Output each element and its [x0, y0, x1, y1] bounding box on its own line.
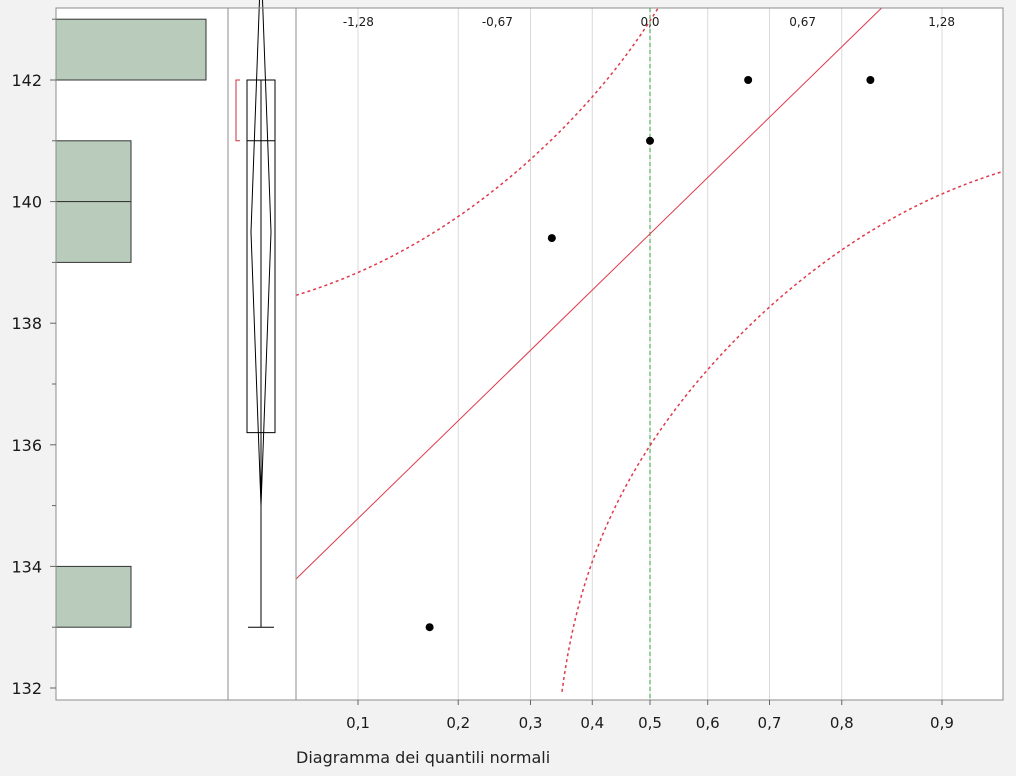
plot-frame — [55, 7, 1004, 701]
x-tick-label: 0,5 — [638, 714, 662, 732]
data-point — [744, 76, 753, 84]
normal-fit-line — [295, 7, 882, 580]
quantile-points — [425, 76, 875, 632]
x-tick-label: 0,7 — [758, 714, 782, 732]
x-tick-label: 0,8 — [830, 714, 854, 732]
fit-line — [295, 7, 882, 580]
z-tick-label: -1,28 — [343, 15, 374, 29]
data-point — [547, 234, 556, 243]
y-axis: 132 134 136 138 140 142 — [11, 18, 56, 698]
z-tick-label: 0,0 — [640, 15, 659, 29]
confidence-band-lower — [561, 170, 1003, 692]
data-point — [866, 76, 875, 84]
box-iqr — [246, 79, 276, 434]
y-tick-label: 142 — [11, 71, 42, 90]
box-plot — [235, 0, 276, 628]
z-tick-label: -0,67 — [482, 15, 513, 29]
histogram-bar — [55, 18, 207, 81]
data-point — [425, 623, 434, 632]
y-tick-label: 132 — [11, 679, 42, 698]
y-tick-label: 136 — [11, 436, 42, 455]
z-tick-label: 1,28 — [928, 15, 955, 29]
y-tick-label: 138 — [11, 314, 42, 333]
x-tick-label: 0,3 — [519, 714, 543, 732]
plot-border — [55, 7, 1004, 701]
x-tick-label: 0,9 — [930, 714, 954, 732]
plot-background — [56, 8, 1003, 700]
x-axis-label: Diagramma dei quantili normali — [296, 748, 551, 767]
histogram-bar — [55, 565, 132, 628]
shortest-half-bracket — [235, 79, 240, 142]
z-axis: -1,28 -0,67 0,0 0,67 1,28 — [343, 15, 955, 29]
z-tick-label: 0,67 — [789, 15, 816, 29]
confidence-band — [295, 7, 1003, 692]
data-point — [646, 136, 654, 145]
histogram — [55, 18, 207, 628]
gridlines — [357, 8, 943, 700]
x-tick-label: 0,4 — [580, 714, 604, 732]
histogram-bar — [55, 201, 132, 263]
x-tick-label: 0,1 — [346, 714, 370, 732]
mean-diamond — [250, 0, 272, 506]
histogram-bar — [55, 140, 132, 203]
x-tick-label: 0,2 — [446, 714, 470, 732]
probability-axis: 0,1 0,2 0,3 0,4 0,5 0,6 0,7 0,8 0,9 — [346, 700, 954, 732]
x-tick-label: 0,6 — [696, 714, 720, 732]
confidence-band-upper — [295, 7, 659, 297]
y-tick-label: 134 — [11, 557, 42, 576]
y-tick-label: 140 — [11, 193, 42, 212]
